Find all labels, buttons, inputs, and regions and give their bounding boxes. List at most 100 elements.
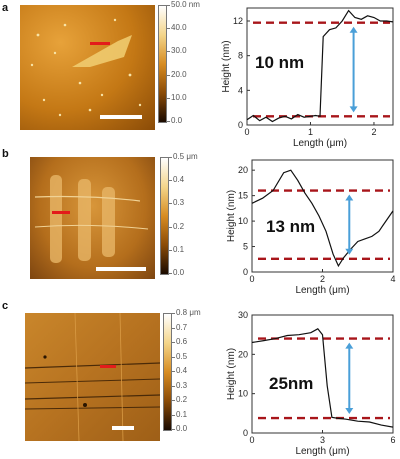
y-tick-label: 12 <box>233 16 243 26</box>
colorbar-c <box>163 313 172 431</box>
x-axis-label: Length (μm) <box>295 446 349 457</box>
step-height-annotation: 10 nm <box>255 53 304 72</box>
colorbar-tick <box>169 226 172 228</box>
colorbar-tick <box>172 342 175 343</box>
colorbar-tick <box>169 249 172 251</box>
x-tick-label: 2 <box>320 274 325 284</box>
colorbar-tick-label: 30.0 <box>171 46 187 56</box>
x-tick-label: 0 <box>244 127 249 137</box>
colorbar-tick-label: 0.8 μm <box>176 308 201 317</box>
height-profile-line <box>251 328 394 428</box>
colorbar-b <box>160 157 169 275</box>
colorbar-tick <box>169 180 172 182</box>
x-tick-label: 0 <box>249 274 254 284</box>
y-tick-label: 4 <box>238 85 243 95</box>
y-tick-label: 0 <box>238 120 243 130</box>
colorbar-tick <box>172 429 175 430</box>
colorbar-tick <box>169 157 172 158</box>
y-tick-label: 20 <box>238 349 248 359</box>
profile-marker-a <box>90 42 110 45</box>
y-tick-label: 0 <box>243 428 248 438</box>
colorbar-tick <box>167 121 170 122</box>
colorbar-tick <box>167 28 170 30</box>
colorbar-tick <box>172 400 175 401</box>
colorbar-a <box>158 5 167 123</box>
x-axis-label: Length (μm) <box>293 138 347 149</box>
colorbar-tick-label: 0.4 <box>173 175 185 185</box>
x-tick-label: 3 <box>320 435 325 445</box>
colorbar-tick-label: 0.5 μm <box>173 152 198 161</box>
x-tick-label: 6 <box>390 435 395 445</box>
afm-image-b <box>30 157 155 279</box>
colorbar-tick <box>167 5 170 6</box>
colorbar-tick <box>167 51 170 53</box>
height-profile-line <box>246 9 394 123</box>
panel-letter-b: b <box>2 148 9 160</box>
panel-letter-a: a <box>2 2 9 14</box>
y-tick-label: 8 <box>238 51 243 61</box>
y-tick-label: 0 <box>243 267 248 277</box>
colorbar-tick <box>167 97 170 99</box>
y-tick-label: 10 <box>238 389 248 399</box>
colorbar-tick <box>167 74 170 76</box>
height-arrow-head-up <box>345 194 354 201</box>
colorbar-tick <box>172 385 175 387</box>
panel-letter-c: c <box>2 300 9 312</box>
colorbar-tick-label: 10.0 <box>171 92 187 102</box>
colorbar-tick-label: 50.0 nm <box>171 0 200 9</box>
colorbar-tick <box>169 273 172 274</box>
colorbar-tick-label: 0.3 <box>176 380 188 390</box>
colorbar-tick-label: 40.0 <box>171 23 187 33</box>
y-tick-label: 30 <box>238 310 248 320</box>
colorbar-tick <box>172 356 175 358</box>
y-axis-label: Height (nm) <box>226 190 237 242</box>
x-tick-label: 0 <box>249 435 254 445</box>
profile-marker-c <box>100 365 116 368</box>
height-arrow-head-down <box>345 408 354 415</box>
afm-image-c <box>25 313 160 441</box>
scale-bar-a <box>100 115 142 119</box>
colorbar-tick <box>172 313 175 314</box>
colorbar-tick-label: 0.5 <box>176 351 188 361</box>
colorbar-tick-label: 0.7 <box>176 322 188 332</box>
scale-bar-c <box>112 426 134 430</box>
colorbar-tick <box>172 414 175 416</box>
x-axis-label: Length (μm) <box>295 285 349 296</box>
colorbar-tick <box>172 327 175 329</box>
y-axis-label: Height (nm) <box>226 348 237 400</box>
colorbar-tick-label: 0.0 <box>173 268 185 277</box>
colorbar-tick-label: 0.1 <box>173 244 185 254</box>
y-tick-label: 5 <box>243 242 248 252</box>
scale-bar-b <box>96 267 146 271</box>
x-tick-label: 4 <box>390 274 395 284</box>
colorbar-tick <box>172 371 175 372</box>
height-arrow-head-down <box>345 248 354 255</box>
plot-frame <box>251 159 394 273</box>
y-axis-label: Height (nm) <box>221 40 232 92</box>
plot-frame <box>246 7 394 126</box>
height-arrow-head-up <box>349 26 358 33</box>
afm-image-a <box>20 5 155 130</box>
height-arrow-head-up <box>345 342 354 349</box>
colorbar-tick-label: 0.2 <box>173 221 185 231</box>
colorbar-tick <box>169 203 172 205</box>
colorbar-tick-label: 0.6 <box>176 337 188 346</box>
colorbar-tick-label: 0.0 <box>171 116 183 125</box>
profile-marker-b <box>52 211 70 214</box>
x-tick-label: 2 <box>371 127 376 137</box>
colorbar-tick-label: 0.0 <box>176 424 188 433</box>
x-tick-label: 1 <box>308 127 313 137</box>
colorbar-tick-label: 0.2 <box>176 395 188 404</box>
height-profile-line <box>251 169 394 268</box>
colorbar-tick-label: 0.3 <box>173 198 185 208</box>
y-tick-label: 15 <box>238 191 248 201</box>
y-tick-label: 10 <box>238 216 248 226</box>
step-height-annotation: 25nm <box>269 374 313 393</box>
height-arrow-head-down <box>349 106 358 113</box>
colorbar-tick-label: 0.4 <box>176 366 188 375</box>
step-height-annotation: 13 nm <box>266 217 315 236</box>
y-tick-label: 20 <box>238 165 248 175</box>
colorbar-tick-label: 0.1 <box>176 409 188 419</box>
colorbar-tick-label: 20.0 <box>171 69 187 79</box>
